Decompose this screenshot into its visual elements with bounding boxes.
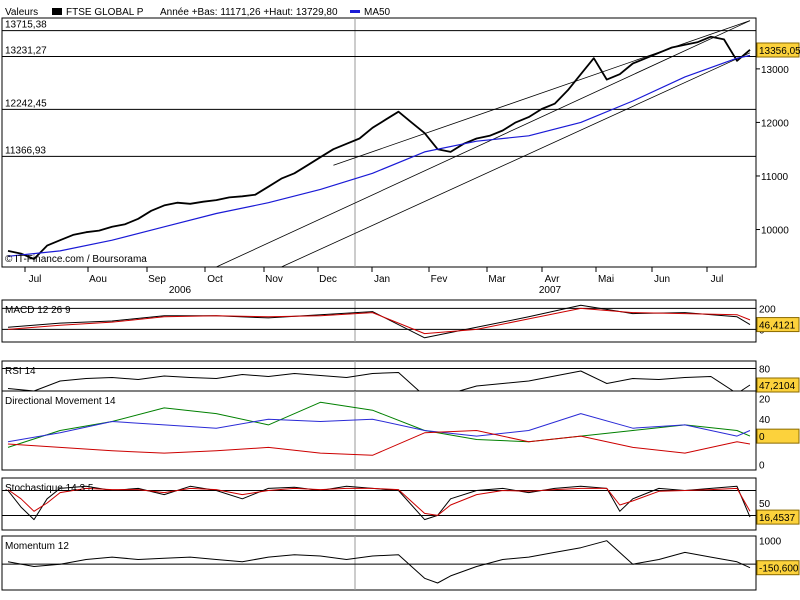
indicator-last-value-0: 46,4121	[759, 321, 796, 332]
instrument-name: FTSE GLOBAL P	[66, 7, 144, 18]
indicator-name-0: MACD 12 26 9	[5, 305, 71, 316]
indicator-last-value-1: 47,2104	[759, 381, 796, 392]
ma50-legend-label: MA50	[364, 7, 391, 18]
month-label-7: Fev	[431, 274, 448, 285]
month-label-4: Nov	[265, 274, 283, 285]
month-label-3: Oct	[207, 274, 223, 285]
last-price-badge: 13356,05	[756, 42, 800, 58]
indicator-last-badge-1	[756, 377, 800, 393]
price-tick-label-0: 10000	[761, 226, 789, 237]
indicator-panel-2: Directional Movement 14 40 0 0	[1, 390, 800, 471]
price-panel: 13715,38 13231,27 12242,45 11366,93 10000 11…	[1, 17, 800, 268]
month-label-11: Jun	[654, 274, 670, 285]
indicator-series-0-1	[7, 307, 751, 335]
indicator-tick-2-0: 40	[759, 415, 771, 426]
level-label-0: 13715,38	[5, 20, 47, 31]
trendlines	[216, 20, 751, 268]
indicator-last-value-4: -150,600	[759, 564, 799, 575]
indicator-series-4-0	[7, 540, 751, 584]
indicator-last-badge-3	[756, 509, 800, 525]
indicator-series-3-1	[7, 487, 751, 516]
indicator-panels: MACD 12 26 9 200 0 46,4121 RSI 14 80 20 47,2104…	[1, 299, 800, 591]
indicator-panel-4: Momentum 1210000-150,600	[1, 535, 800, 591]
indicator-frame-3	[1, 477, 757, 531]
price-axis: 10000 11000 12000 13000	[756, 65, 789, 237]
indicator-last-value-3: 16,4537	[759, 513, 796, 524]
level-label-1: 13231,27	[5, 45, 47, 56]
month-label-0: Jul	[29, 274, 42, 285]
indicator-last-value-2: 0	[759, 432, 765, 443]
price-levels: 13715,38 13231,27 12242,45 11366,93	[2, 20, 756, 157]
month-label-9: Avr	[545, 274, 560, 285]
indicator-tick-0-0: 200	[759, 304, 776, 315]
indicator-frame-4	[1, 535, 757, 591]
month-label-8: Mar	[488, 274, 506, 285]
last-price-value: 13356,05	[759, 46, 800, 57]
indicator-tick-4-0: 1000	[759, 537, 782, 548]
level-label-3: 11366,93	[5, 145, 46, 156]
month-label-5: Dec	[319, 274, 337, 285]
month-label-1: Aou	[89, 274, 107, 285]
price-series	[7, 35, 751, 260]
indicator-series-1-0	[7, 370, 751, 397]
price-legend-swatch	[52, 8, 62, 15]
annual-range: Année +Bas: 11171,26 +Haut: 13729,80	[160, 7, 338, 18]
indicator-tick-1-0: 80	[759, 365, 771, 376]
indicator-series-2-1	[7, 413, 751, 443]
price-tick-label-1: 11000	[761, 172, 789, 183]
price-tick-label-2: 12000	[761, 118, 789, 129]
trendline-0	[216, 20, 751, 268]
price-line	[7, 35, 751, 260]
month-label-2: Sep	[148, 274, 166, 285]
indicator-name-4: Momentum 12	[5, 541, 69, 552]
indicator-name-1: RSI 14	[5, 366, 36, 377]
indicator-last-badge-4	[756, 560, 800, 576]
indicator-name-3: Stochastique 14 3 5	[5, 483, 94, 494]
indicator-name-2: Directional Movement 14	[5, 396, 116, 407]
indicator-panel-0: MACD 12 26 9200046,4121	[1, 299, 800, 343]
indicator-last-badge-2	[756, 428, 800, 444]
month-label-6: Jan	[374, 274, 390, 285]
chart-credit: © IT-Finance.com / Boursorama	[5, 254, 147, 265]
indicator-series-2-2	[7, 430, 751, 456]
ma50-legend-swatch	[350, 10, 360, 13]
indicator-panel-3: Stochastique 14 3 5 50 16,4537	[1, 477, 800, 531]
values-label: Valeurs	[5, 7, 38, 18]
price-tick-label-3: 13000	[761, 65, 789, 76]
indicator-tick-2-1: 0	[759, 460, 765, 471]
indicator-tick-1-1: 20	[759, 395, 771, 406]
year-label-0: 2006	[169, 285, 192, 296]
chart-header: Valeurs FTSE GLOBAL P Année +Bas: 11171,…	[5, 7, 391, 18]
trendline-2	[333, 20, 751, 166]
indicator-series-2-0	[7, 401, 751, 448]
ma50-line	[7, 54, 751, 257]
month-label-10: Mai	[598, 274, 614, 285]
last-price-badge-box	[756, 42, 800, 58]
indicator-tick-3-0: 50	[759, 499, 771, 510]
price-panel-frame	[1, 17, 757, 268]
time-axis: Jul Aou Sep Oct Nov Dec Jan Fev Mar Avr Mai Jun Jul 2…	[24, 267, 724, 296]
level-label-2: 12242,45	[5, 98, 47, 109]
indicator-last-badge-0	[756, 317, 800, 333]
year-label-1: 2007	[539, 285, 562, 296]
trendline-1	[281, 52, 751, 268]
month-label-12: Jul	[711, 274, 724, 285]
